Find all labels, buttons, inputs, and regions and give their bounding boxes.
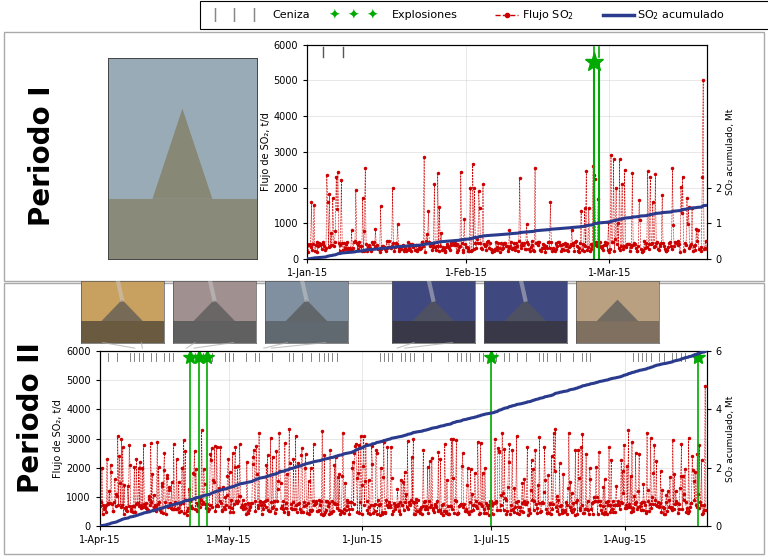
Bar [392, 321, 475, 343]
Bar [576, 321, 659, 343]
Polygon shape [412, 300, 454, 321]
Text: |: | [232, 8, 237, 22]
Text: SO$_2$ acumulado: SO$_2$ acumulado [637, 8, 725, 22]
Bar [265, 321, 348, 343]
Y-axis label: Flujo de SO₂, t/d: Flujo de SO₂, t/d [261, 113, 271, 191]
Y-axis label: SO₂ acumulado, Mt: SO₂ acumulado, Mt [726, 109, 735, 195]
Polygon shape [505, 300, 546, 321]
Text: ✦: ✦ [366, 8, 379, 22]
Y-axis label: SO₂ acumulado, Mt: SO₂ acumulado, Mt [726, 395, 735, 482]
Text: |: | [251, 8, 256, 22]
Bar [173, 321, 256, 343]
Bar [484, 321, 567, 343]
FancyBboxPatch shape [200, 1, 768, 30]
Polygon shape [194, 300, 235, 321]
Text: Flujo SO$_2$: Flujo SO$_2$ [522, 8, 574, 22]
Polygon shape [101, 300, 143, 321]
Bar [81, 321, 164, 343]
Bar [108, 58, 257, 199]
Polygon shape [286, 300, 327, 321]
Text: ✦: ✦ [347, 8, 359, 22]
Text: Periodo I: Periodo I [28, 86, 56, 226]
Text: |: | [213, 8, 217, 22]
Polygon shape [152, 109, 212, 199]
Text: Periodo II: Periodo II [17, 343, 45, 493]
Text: Explosiones: Explosiones [392, 11, 458, 20]
Text: Ceniza: Ceniza [273, 11, 310, 20]
Text: ✦: ✦ [328, 8, 340, 22]
Y-axis label: Flujo de SO₂, t/d: Flujo de SO₂, t/d [54, 399, 64, 478]
Bar [108, 199, 257, 259]
Polygon shape [597, 300, 638, 321]
